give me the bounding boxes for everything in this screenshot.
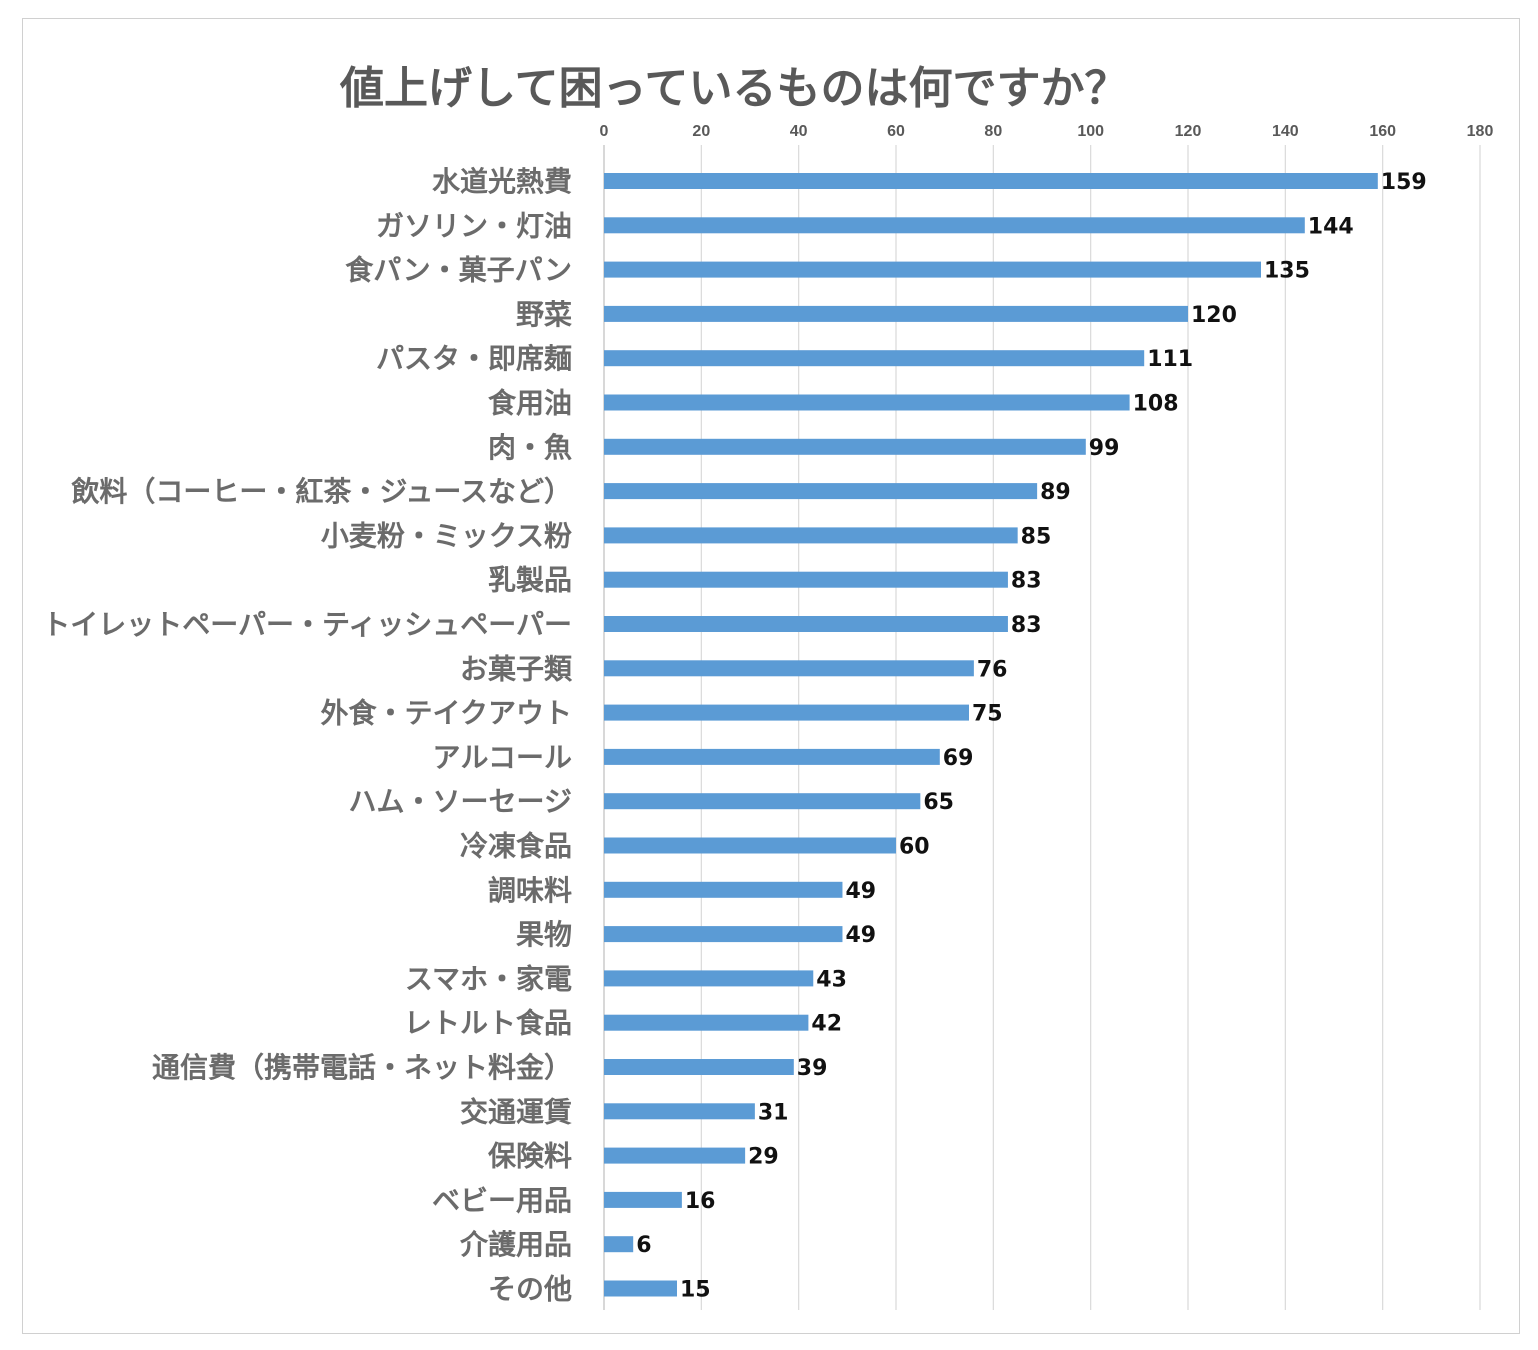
bar (604, 571, 1008, 588)
value-label: 111 (1147, 347, 1193, 372)
category-label: ベビー用品 (432, 1184, 572, 1217)
value-label: 120 (1191, 303, 1237, 328)
value-label: 31 (758, 1100, 789, 1125)
value-label: 108 (1133, 392, 1179, 417)
bar (604, 527, 1018, 544)
bar (604, 483, 1038, 500)
category-label: 介護用品 (459, 1228, 572, 1261)
bar (604, 970, 814, 987)
bar (604, 704, 969, 721)
bar (604, 1280, 677, 1297)
bar (604, 1014, 809, 1031)
chart-title: 値上げして困っているものは何ですか？ (340, 63, 1129, 114)
category-labels: 水道光熱費ガソリン・灯油食パン・菓子パン野菜パスタ・即席麺食用油肉・魚飲料（コー… (42, 165, 573, 1306)
value-label: 135 (1264, 259, 1310, 284)
category-label: 通信費（携帯電話・ネット料金） (152, 1051, 572, 1084)
category-label: 外食・テイクアウト (321, 697, 572, 730)
bar (604, 1059, 794, 1075)
bar (604, 837, 896, 854)
category-label: 乳製品 (488, 564, 572, 597)
category-label: 肉・魚 (488, 431, 572, 464)
value-label: 39 (797, 1056, 828, 1081)
category-label: ハム・ソーセージ (349, 785, 572, 818)
category-label: 冷凍食品 (460, 830, 572, 863)
bar (604, 1236, 634, 1253)
value-label: 43 (816, 967, 847, 992)
value-label: 6 (636, 1233, 651, 1258)
category-label: その他 (488, 1273, 572, 1306)
bar (604, 438, 1086, 455)
category-label: 飲料（コーヒー・紅茶・ジュースなど） (71, 475, 572, 508)
category-label: 野菜 (516, 298, 572, 331)
gridlines (603, 145, 1481, 1310)
value-label: 76 (977, 657, 1008, 682)
category-label: アルコール (433, 741, 572, 774)
value-label: 29 (748, 1145, 779, 1170)
value-label: 16 (685, 1189, 716, 1214)
value-label: 99 (1089, 436, 1120, 461)
bar (604, 1147, 746, 1164)
x-axis-ticks: 0 20 40 60 80 100 120 140 160 180 (600, 123, 1494, 140)
x-tick-label: 100 (1077, 123, 1104, 140)
bar (604, 350, 1145, 367)
bar (604, 660, 974, 677)
value-label: 85 (1021, 524, 1052, 549)
bar (604, 1103, 755, 1120)
x-tick-label: 180 (1467, 123, 1494, 140)
category-label: 食パン・菓子パン (345, 254, 572, 287)
category-label: 保険料 (488, 1140, 572, 1173)
x-tick-label: 60 (887, 123, 905, 140)
x-tick-label: 40 (790, 123, 808, 140)
value-label: 49 (845, 923, 876, 948)
category-label: 水道光熱費 (432, 165, 572, 198)
x-tick-label: 160 (1369, 123, 1396, 140)
x-tick-label: 80 (984, 123, 1002, 140)
value-label: 69 (943, 746, 974, 771)
category-label: ガソリン・灯油 (376, 209, 572, 242)
category-label: 交通運賃 (460, 1095, 572, 1128)
value-label: 49 (845, 879, 876, 904)
bar (604, 261, 1261, 278)
x-tick-label: 140 (1272, 123, 1299, 140)
category-label: 食用油 (488, 387, 572, 420)
category-label: スマホ・家電 (405, 962, 572, 995)
category-label: 調味料 (488, 874, 572, 907)
x-tick-label: 120 (1175, 123, 1202, 140)
value-label: 83 (1011, 569, 1042, 594)
value-labels: 1591441351201111089989858383767569656049… (636, 170, 1427, 1303)
value-label: 42 (811, 1012, 842, 1037)
bar (604, 926, 843, 943)
value-label: 60 (899, 835, 930, 860)
category-label: トイレットペーパー・ティッシュペーパー (42, 608, 572, 641)
category-label: 小麦粉・ミックス粉 (321, 519, 572, 552)
value-label: 15 (680, 1278, 711, 1303)
category-label: 果物 (516, 918, 572, 951)
bar (604, 394, 1130, 411)
bar (604, 793, 921, 810)
bar (604, 881, 843, 898)
x-tick-label: 0 (600, 123, 609, 140)
bar (604, 305, 1188, 322)
value-label: 89 (1040, 480, 1071, 505)
value-label: 83 (1011, 613, 1042, 638)
x-tick-label: 20 (692, 123, 710, 140)
value-label: 65 (923, 790, 954, 815)
category-label: お菓子類 (460, 652, 573, 685)
bar (604, 217, 1305, 234)
bar (604, 616, 1008, 632)
bar (604, 1191, 682, 1208)
bar (604, 748, 940, 765)
category-label: レトルト食品 (404, 1007, 572, 1040)
value-label: 159 (1381, 170, 1427, 195)
category-label: パスタ・即席麺 (376, 342, 572, 375)
value-label: 144 (1308, 214, 1354, 239)
bar (604, 173, 1378, 189)
value-label: 75 (972, 702, 1003, 727)
bars (604, 173, 1378, 1297)
